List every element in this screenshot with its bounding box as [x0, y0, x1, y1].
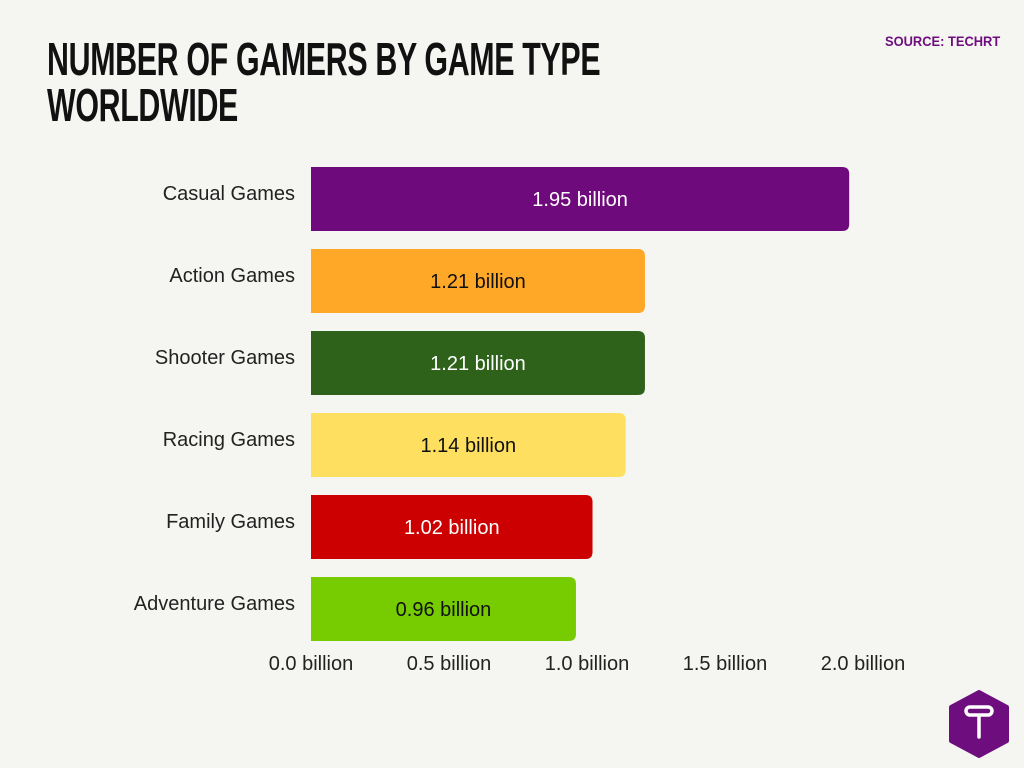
- source-label: SOURCE: TECHRT: [884, 33, 1000, 49]
- bar-0: [311, 167, 850, 231]
- bar-2: [311, 331, 645, 395]
- data-label-4: 1.02 billion: [404, 517, 500, 539]
- x-tick-label-4: 2.0 billion: [821, 653, 906, 675]
- bar-1: [311, 249, 645, 313]
- bar-4: [311, 495, 593, 559]
- data-label-2: 1.21 billion: [430, 353, 526, 375]
- chart-title: NUMBER OF GAMERS BY GAME TYPE WORLDWIDE: [47, 33, 601, 131]
- x-tick-label-3: 1.5 billion: [683, 653, 768, 675]
- category-label-3: Racing Games: [163, 429, 295, 451]
- category-label-0: Casual Games: [163, 183, 295, 205]
- bar-5: [311, 577, 576, 641]
- title-line-1: NUMBER OF GAMERS BY GAME TYPE: [47, 33, 601, 85]
- data-label-0: 1.95 billion: [532, 189, 628, 211]
- data-label-3: 1.14 billion: [421, 435, 517, 457]
- data-label-1: 1.21 billion: [430, 271, 526, 293]
- x-tick-label-1: 0.5 billion: [407, 653, 492, 675]
- x-tick-label-2: 1.0 billion: [545, 653, 630, 675]
- data-label-5: 0.96 billion: [396, 599, 492, 621]
- category-label-5: Adventure Games: [134, 593, 295, 615]
- bar-3: [311, 413, 626, 477]
- techrt-logo-icon: [949, 690, 1009, 758]
- x-tick-label-0: 0.0 billion: [269, 653, 354, 675]
- category-label-1: Action Games: [169, 265, 295, 287]
- title-line-2: WORLDWIDE: [47, 79, 238, 131]
- category-label-4: Family Games: [166, 511, 295, 533]
- category-label-2: Shooter Games: [155, 347, 295, 369]
